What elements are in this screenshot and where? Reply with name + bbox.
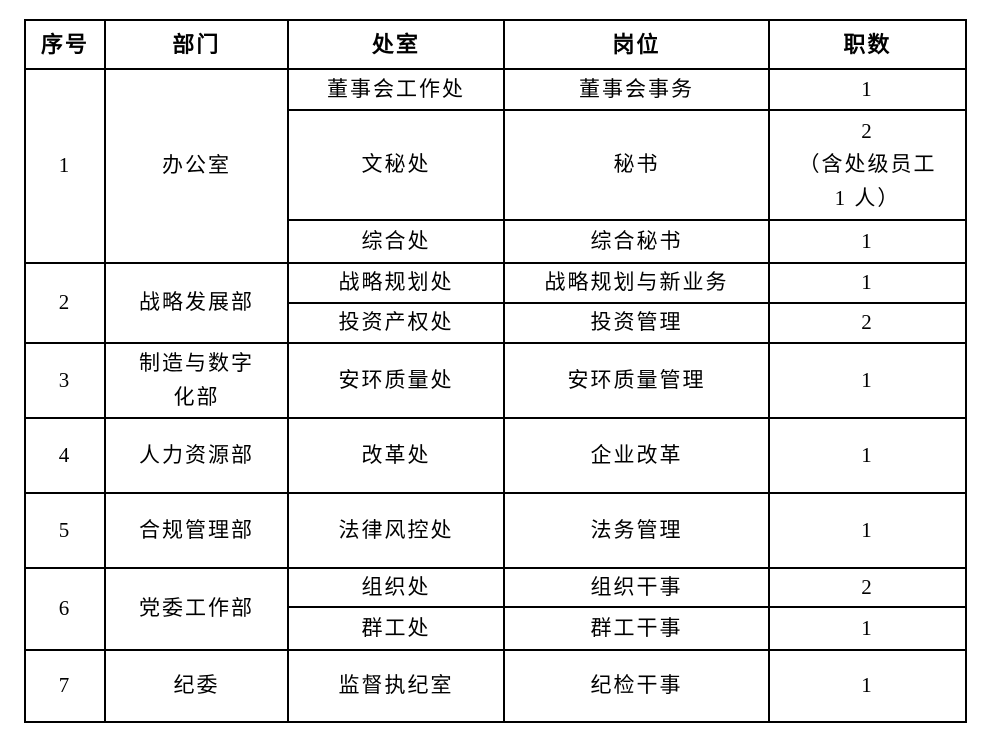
cell-headcount: 1 (768, 417, 967, 494)
cell-position: 秘书 (503, 109, 770, 221)
cell-office: 安环质量处 (287, 342, 505, 419)
table-row: 2 战略发展部 战略规划处 战略规划与新业务 1 (24, 262, 967, 344)
cell-headcount: 1 (768, 219, 967, 264)
cell-seq: 1 (24, 68, 106, 264)
cell-headcount: 1 (768, 649, 967, 723)
table-row: 投资产权处 投资管理 2 (25, 302, 967, 344)
cell-department: 合规管理部 (104, 492, 289, 569)
cell-office: 改革处 (287, 417, 505, 494)
table-row: 文秘处 秘书 2 （含处级员工 1 人） (25, 109, 967, 221)
cell-position: 组织干事 (503, 567, 770, 608)
header-headcount: 职数 (768, 19, 967, 70)
cell-headcount: 1 (768, 492, 967, 569)
cell-position: 企业改革 (503, 417, 770, 494)
cell-headcount: 1 (768, 606, 967, 651)
cell-department: 人力资源部 (104, 417, 289, 494)
cell-headcount: 2 (768, 302, 967, 344)
cell-office: 综合处 (287, 219, 505, 264)
cell-office: 监督执纪室 (287, 649, 505, 723)
cell-seq: 3 (24, 342, 106, 419)
header-office: 处室 (287, 19, 505, 70)
cell-headcount: 2 (768, 567, 967, 608)
staffing-table: 序号 部门 处室 岗位 职数 1 办公室 董事会工作处 董事会事务 1 文秘处 … (24, 19, 967, 723)
cell-office: 组织处 (287, 567, 505, 608)
cell-office: 法律风控处 (287, 492, 505, 569)
table-row: 群工处 群工干事 1 (25, 606, 967, 651)
cell-office: 投资产权处 (287, 302, 505, 344)
cell-department: 纪委 (104, 649, 289, 723)
cell-seq: 6 (24, 567, 106, 651)
table-row: 5 合规管理部 法律风控处 法务管理 1 (24, 492, 967, 569)
cell-seq: 7 (24, 649, 106, 723)
cell-position: 董事会事务 (503, 68, 770, 111)
cell-headcount: 1 (768, 262, 967, 304)
cell-position: 法务管理 (503, 492, 770, 569)
header-position: 岗位 (503, 19, 770, 70)
cell-headcount: 1 (768, 342, 967, 419)
cell-position: 纪检干事 (503, 649, 770, 723)
cell-seq: 4 (24, 417, 106, 494)
cell-position: 投资管理 (503, 302, 770, 344)
cell-office: 群工处 (287, 606, 505, 651)
cell-position: 群工干事 (503, 606, 770, 651)
table-row: 3 制造与数字 化部 安环质量处 安环质量管理 1 (24, 342, 967, 419)
cell-office: 文秘处 (287, 109, 505, 221)
table-row: 6 党委工作部 组织处 组织干事 2 (24, 567, 967, 651)
cell-headcount: 2 （含处级员工 1 人） (768, 109, 967, 221)
cell-department: 党委工作部 (104, 567, 289, 651)
header-seq: 序号 (24, 19, 106, 70)
cell-seq: 5 (24, 492, 106, 569)
cell-department: 制造与数字 化部 (104, 342, 289, 419)
cell-position: 战略规划与新业务 (503, 262, 770, 304)
table-row: 综合处 综合秘书 1 (25, 219, 967, 264)
cell-department: 办公室 (104, 68, 289, 264)
cell-office: 董事会工作处 (287, 68, 505, 111)
cell-position: 综合秘书 (503, 219, 770, 264)
table-row: 4 人力资源部 改革处 企业改革 1 (24, 417, 967, 494)
cell-headcount: 1 (768, 68, 967, 111)
cell-seq: 2 (24, 262, 106, 344)
cell-office: 战略规划处 (287, 262, 505, 304)
cell-position: 安环质量管理 (503, 342, 770, 419)
header-row: 序号 部门 处室 岗位 职数 (24, 19, 967, 70)
table-row: 7 纪委 监督执纪室 纪检干事 1 (24, 649, 967, 723)
cell-department: 战略发展部 (104, 262, 289, 344)
header-department: 部门 (104, 19, 289, 70)
table-row: 1 办公室 董事会工作处 董事会事务 1 (24, 68, 967, 264)
